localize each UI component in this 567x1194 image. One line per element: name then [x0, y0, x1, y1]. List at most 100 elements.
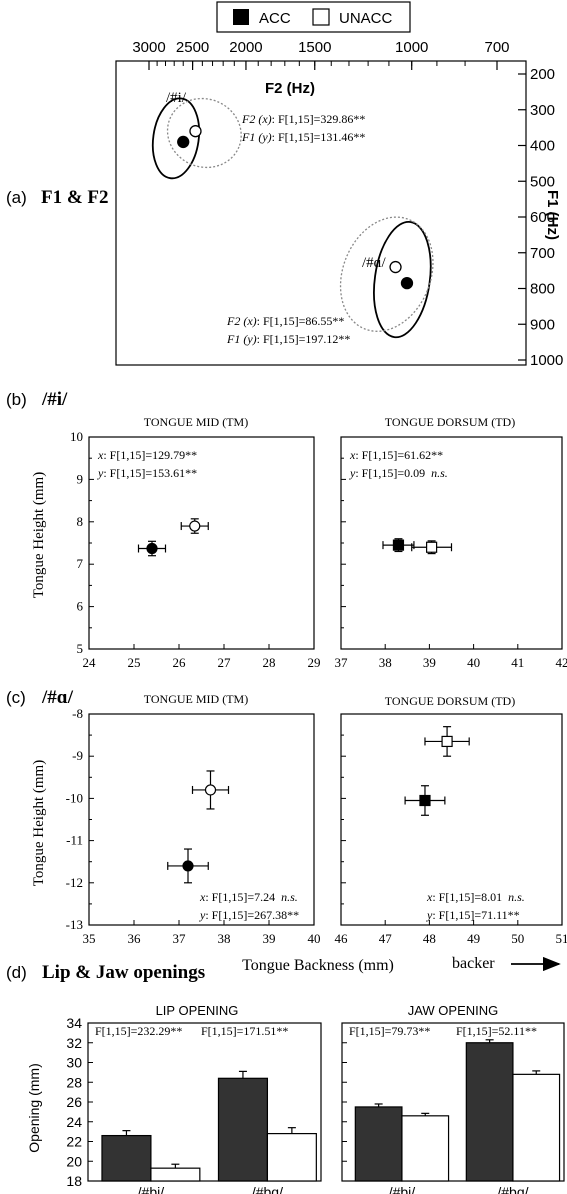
- section-d: (d) Lip & Jaw openings: [6, 962, 205, 983]
- section-d-title: Lip & Jaw openings: [42, 962, 205, 983]
- a-td-stat-y-text: : F[1,15]=71.11**: [432, 908, 519, 922]
- formant-x-tick-label: 3000: [132, 39, 165, 56]
- formant-annotation-i-f2-prefix: F2 (x): [241, 112, 272, 126]
- a-tm-stat-y-text: : F[1,15]=267.38**: [205, 908, 299, 922]
- formant-chart: 3000 2500 2000 1500 1000 700 200 300 400 500 600 7…: [115, 39, 563, 369]
- jaw-category-label: /#bɑ/: [497, 1184, 528, 1194]
- lip-bar-unacc: [266, 1132, 317, 1182]
- a-td-x-tick-label: 50: [511, 931, 524, 946]
- lip-y-tick-label: 24: [66, 1114, 82, 1130]
- jaw-category-label: /#bi/: [389, 1184, 416, 1194]
- svg-text:x: F[1,15]=61.62**: x: F[1,15]=61.62**: [349, 448, 443, 462]
- a-tm-point-acc: [182, 860, 194, 872]
- lip-y-tick-label: 22: [66, 1134, 82, 1150]
- jaw-title: JAW OPENING: [408, 1003, 499, 1018]
- i-td-point-unacc: [426, 541, 438, 553]
- jaw-bar-acc: [354, 1106, 403, 1182]
- a-tm-x-tick-label: 39: [263, 931, 276, 946]
- i-tm-stat-x-var: x: [97, 448, 104, 462]
- section-d-letter: (d): [6, 963, 27, 982]
- i-tm-point-unacc: [189, 520, 201, 532]
- a-td-x-tick-label: 51: [556, 931, 567, 946]
- panel-i-tm: 24 25 26 27 28 29 5 6 7 8 9 10: [70, 429, 321, 670]
- lip-bar-unacc: [150, 1167, 201, 1182]
- svg-text:x: F[1,15]=129.79**: x: F[1,15]=129.79**: [97, 448, 197, 462]
- section-a-title: F1 & F2: [41, 187, 109, 208]
- svg-text:F1 (y): F[1,15]=197.12**: F1 (y): F[1,15]=197.12**: [226, 332, 350, 346]
- section-a-letter: (a): [6, 188, 27, 207]
- formant-x-tick-label: 1000: [395, 39, 428, 56]
- i-tm-stat-y-text: : F[1,15]=153.61**: [103, 466, 197, 480]
- a-td-point-acc: [419, 794, 431, 807]
- i-td-point-acc: [392, 539, 405, 551]
- lip-stat-1: F[1,15]=232.29**: [95, 1024, 182, 1038]
- i-tm-point-acc: [146, 542, 158, 555]
- i-td-x-tick-label: 39: [423, 655, 436, 670]
- formant-x-tick-label: 1500: [298, 39, 331, 56]
- section-b-title: /#i/: [41, 389, 68, 410]
- a-tm-stats: x: F[1,15]=7.24 n.s. y: F[1,15]=267.38**: [199, 890, 299, 922]
- i-td-stat-y-text: : F[1,15]=0.09: [355, 466, 425, 480]
- formant-annotation-i-f2-stat: : F[1,15]=329.86**: [272, 112, 366, 126]
- a-tm-x-tick-label: 38: [218, 931, 231, 946]
- formant-y-tick-label: 500: [530, 173, 555, 190]
- section-c-letter: (c): [6, 688, 26, 707]
- formant-x-tick-label: 2500: [176, 39, 209, 56]
- a-tm-title: TONGUE MID (TM): [144, 692, 248, 706]
- panel-lip: 18 20 22 24 26 28 30 32 34 /#bi/ /#bɑ/: [66, 1015, 322, 1194]
- a-tm-stat-x-text: : F[1,15]=7.24: [205, 890, 275, 904]
- formant-ellipse-unacc: [339, 216, 434, 332]
- section-a: (a) F1 & F2: [6, 187, 109, 208]
- i-td-title: TONGUE DORSUM (TD): [385, 415, 515, 429]
- legend-acc-label: ACC: [259, 10, 291, 27]
- a-td-x-tick-label: 46: [335, 931, 349, 946]
- formant-y-tick-label: 800: [530, 281, 555, 298]
- formant-vowel-label-a: /#ɑ/: [362, 255, 387, 271]
- formant-ellipses: [151, 97, 434, 339]
- a-tm-stat-x-var: x: [199, 890, 206, 904]
- legend-unacc-label: UNACC: [339, 10, 393, 27]
- a-tm-x-tick-label: 35: [83, 931, 96, 946]
- a-tm-y-tick-label: -10: [66, 790, 83, 805]
- svg-text:x: F[1,15]=8.01n.s.: x: F[1,15]=8.01 n.s.: [426, 890, 525, 904]
- formant-ellipse-acc: [151, 97, 201, 180]
- formant-x-ticks: 3000 2500 2000 1500 1000 700: [132, 39, 510, 70]
- formant-annotation-i-f1-stat: : F[1,15]=131.46**: [272, 130, 366, 144]
- backer-label: backer: [452, 955, 495, 972]
- a-td-point-unacc: [441, 735, 453, 748]
- svg-text:y: F[1,15]=267.38**: y: F[1,15]=267.38**: [199, 908, 299, 922]
- jaw-stat-2: F[1,15]=52.11**: [456, 1024, 537, 1038]
- lip-bar-acc: [217, 1077, 269, 1182]
- i-td-x-tick-label: 38: [379, 655, 392, 670]
- formant-y-tick-label: 900: [530, 316, 555, 333]
- panel-i-td: 37 38 39 40 41 42: [335, 436, 567, 670]
- svg-text:F1 (y): F[1,15]=131.46**: F1 (y): F[1,15]=131.46**: [241, 130, 365, 144]
- lip-y-tick-label: 26: [66, 1094, 82, 1110]
- formant-annotation-a-f1-prefix: F1 (y): [226, 332, 257, 346]
- a-td-stat-x-text: : F[1,15]=8.01: [432, 890, 502, 904]
- formant-point-acc: [400, 276, 414, 290]
- formant-vowel-label-i: /#i/: [166, 90, 187, 106]
- legend-acc-swatch: [233, 9, 249, 25]
- lip-title: LIP OPENING: [156, 1003, 239, 1018]
- lip-y-tick-label: 30: [66, 1055, 82, 1071]
- formant-y-tick-label: 1000: [530, 352, 563, 369]
- a-y-axis-label: Tongue Height (mm): [31, 760, 47, 886]
- formant-y-axis-label: F1 (Hz): [544, 190, 561, 240]
- i-tm-y-tick-label: 8: [77, 514, 84, 529]
- svg-text:y: F[1,15]=153.61**: y: F[1,15]=153.61**: [97, 466, 197, 480]
- lip-bar-acc: [101, 1134, 152, 1182]
- formant-annotation-a-f2-stat: : F[1,15]=86.55**: [257, 314, 345, 328]
- i-tm-x-tick-label: 29: [308, 655, 321, 670]
- i-td-x-tick-label: 41: [511, 655, 524, 670]
- i-td-x-tick-label: 40: [467, 655, 480, 670]
- svg-text:y: F[1,15]=71.11**: y: F[1,15]=71.11**: [426, 908, 520, 922]
- i-tm-x-tick-label: 25: [128, 655, 141, 670]
- a-td-x-tick-label: 47: [379, 931, 393, 946]
- formant-y-tick-label: 600: [530, 209, 555, 226]
- a-td-x-tick-label: 49: [467, 931, 480, 946]
- i-tm-y-tick-label: 5: [77, 641, 84, 656]
- i-td-stat-x-text: : F[1,15]=61.62**: [355, 448, 443, 462]
- formant-x-tick-label: 700: [484, 39, 509, 56]
